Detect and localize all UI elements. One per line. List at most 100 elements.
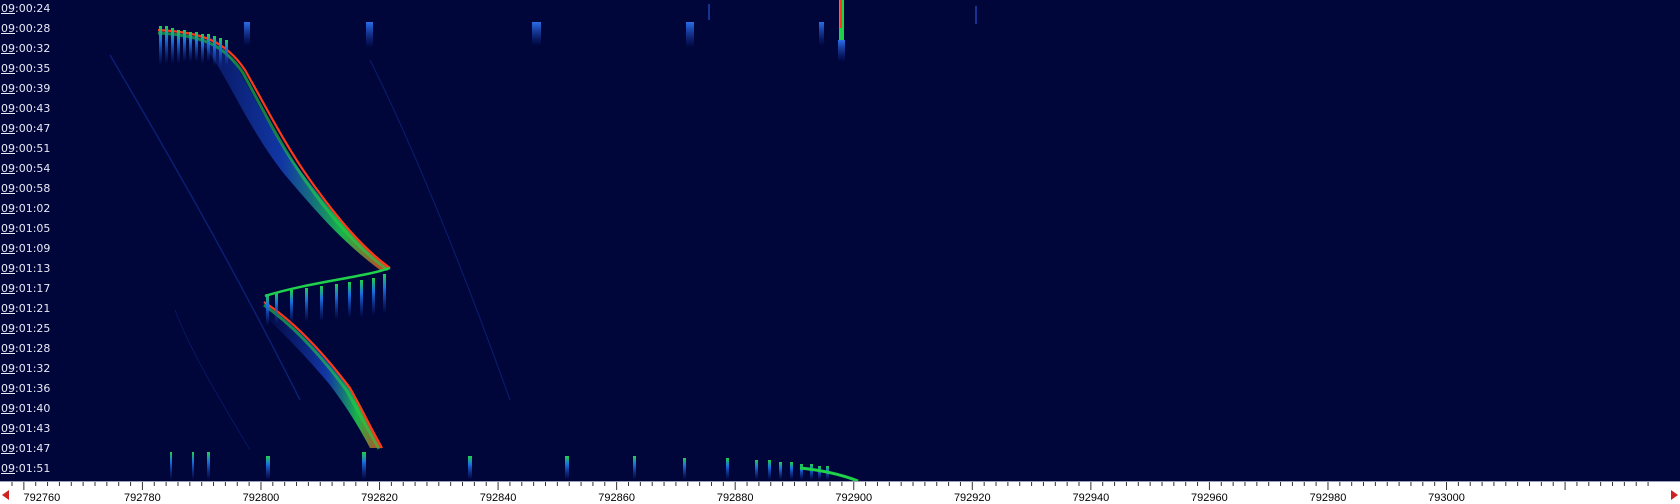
time-label-rest: :00:51 <box>15 142 51 155</box>
time-label-rest: :00:58 <box>15 182 51 195</box>
time-label-hour: 09 <box>1 102 15 115</box>
time-label-hour: 09 <box>1 42 15 55</box>
signal-trace-lower <box>263 301 383 449</box>
frequency-label: 792980 <box>1309 492 1347 504</box>
time-label: 09:01:40 <box>1 403 50 415</box>
time-label-rest: :01:47 <box>15 442 51 455</box>
waterfall-spectrogram <box>109 0 977 481</box>
time-label-hour: 09 <box>1 362 15 375</box>
time-label: 09:00:35 <box>1 63 50 75</box>
time-label-hour: 09 <box>1 282 15 295</box>
time-label-rest: :01:25 <box>15 322 51 335</box>
time-label: 09:01:43 <box>1 423 50 435</box>
time-label: 09:01:32 <box>1 363 50 375</box>
time-label-rest: :01:51 <box>15 462 51 475</box>
time-label-hour: 09 <box>1 142 15 155</box>
time-label-rest: :00:54 <box>15 162 51 175</box>
signal-trace-lower-tail <box>258 300 382 448</box>
scroll-right-icon[interactable] <box>1671 490 1678 500</box>
time-label-hour: 09 <box>1 462 15 475</box>
time-label-rest: :01:43 <box>15 422 51 435</box>
frequency-label: 792960 <box>1191 492 1228 504</box>
time-label-hour: 09 <box>1 122 15 135</box>
time-label-hour: 09 <box>1 302 15 315</box>
time-label: 09:01:25 <box>1 323 50 335</box>
time-label-rest: :01:17 <box>15 282 51 295</box>
time-label-rest: :01:05 <box>15 222 51 235</box>
time-label: 09:00:54 <box>1 163 50 175</box>
waterfall-display[interactable]: 09:00:24 09:00:28 09:00:32 09:00:35 09:00:39… <box>0 0 1680 481</box>
time-label-rest: :00:35 <box>15 62 51 75</box>
time-label: 09:01:36 <box>1 383 50 395</box>
time-label-rest: :00:24 <box>15 2 51 15</box>
time-label-rest: :01:02 <box>15 202 51 215</box>
time-label-hour: 09 <box>1 82 15 95</box>
time-label: 09:00:24 <box>1 3 50 15</box>
time-label: 09:01:05 <box>1 223 50 235</box>
time-label-rest: :01:28 <box>15 342 51 355</box>
time-label-hour: 09 <box>1 382 15 395</box>
time-label: 09:00:47 <box>1 123 50 135</box>
frequency-label: 792800 <box>242 492 280 504</box>
frequency-label: 792760 <box>23 492 61 504</box>
faint-speck <box>708 4 710 20</box>
time-label: 09:00:51 <box>1 143 50 155</box>
time-label-rest: :00:47 <box>15 122 51 135</box>
time-label: 09:00:58 <box>1 183 50 195</box>
top-blips <box>244 22 824 48</box>
time-label: 09:00:39 <box>1 83 50 95</box>
time-label: 09:00:43 <box>1 103 50 115</box>
time-label-hour: 09 <box>1 162 15 175</box>
frequency-label: 792900 <box>835 492 873 504</box>
time-label-rest: :01:32 <box>15 362 51 375</box>
time-label-rest: :00:43 <box>15 102 51 115</box>
time-label: 09:00:32 <box>1 43 50 55</box>
time-label-rest: :00:39 <box>15 82 51 95</box>
time-label-hour: 09 <box>1 202 15 215</box>
signal-trace-upper <box>157 28 391 269</box>
faint-speck <box>975 6 977 24</box>
time-label-hour: 09 <box>1 22 15 35</box>
scroll-left-icon[interactable] <box>2 490 9 500</box>
frequency-axis-ticks <box>11 482 1649 490</box>
time-label: 09:01:02 <box>1 203 50 215</box>
time-label-hour: 09 <box>1 182 15 195</box>
time-label-hour: 09 <box>1 322 15 335</box>
frequency-label: 792940 <box>1072 492 1110 504</box>
signal-ticks-return <box>266 274 386 326</box>
time-label-rest: :01:21 <box>15 302 51 315</box>
time-label-rest: :01:36 <box>15 382 51 395</box>
frequency-label: 792880 <box>716 492 754 504</box>
time-label-rest: :00:32 <box>15 42 51 55</box>
frequency-label: 792920 <box>953 492 991 504</box>
time-label-rest: :00:28 <box>15 22 51 35</box>
time-label: 09:00:28 <box>1 23 50 35</box>
frequency-label: 792820 <box>361 492 398 504</box>
faint-trail <box>369 59 511 401</box>
signal-ticks-bottom <box>170 452 829 480</box>
time-label-rest: :01:09 <box>15 242 51 255</box>
time-label-hour: 09 <box>1 262 15 275</box>
faint-trail <box>109 54 301 401</box>
signal-trace-bottom <box>799 466 859 481</box>
frequency-label: 792860 <box>598 492 635 504</box>
signal-trace-return <box>264 266 391 298</box>
time-label-hour: 09 <box>1 342 15 355</box>
time-label-hour: 09 <box>1 242 15 255</box>
frequency-axis[interactable]: 792760 792780 792800 792820 792840 792860 7928… <box>0 481 1680 504</box>
time-label: 09:01:17 <box>1 283 50 295</box>
frequency-label: 792840 <box>479 492 517 504</box>
time-label-hour: 09 <box>1 402 15 415</box>
signal-ticks-top <box>159 26 228 68</box>
time-label-rest: :01:40 <box>15 402 51 415</box>
signal-trace-upper-tail <box>150 28 390 270</box>
time-label: 09:01:13 <box>1 263 50 275</box>
time-label-rest: :01:13 <box>15 262 51 275</box>
time-label: 09:01:28 <box>1 343 50 355</box>
time-label-hour: 09 <box>1 62 15 75</box>
time-label-hour: 09 <box>1 422 15 435</box>
time-label-hour: 09 <box>1 442 15 455</box>
frequency-label: 793000 <box>1428 492 1465 504</box>
time-label: 09:01:09 <box>1 243 50 255</box>
time-label: 09:01:47 <box>1 443 50 455</box>
